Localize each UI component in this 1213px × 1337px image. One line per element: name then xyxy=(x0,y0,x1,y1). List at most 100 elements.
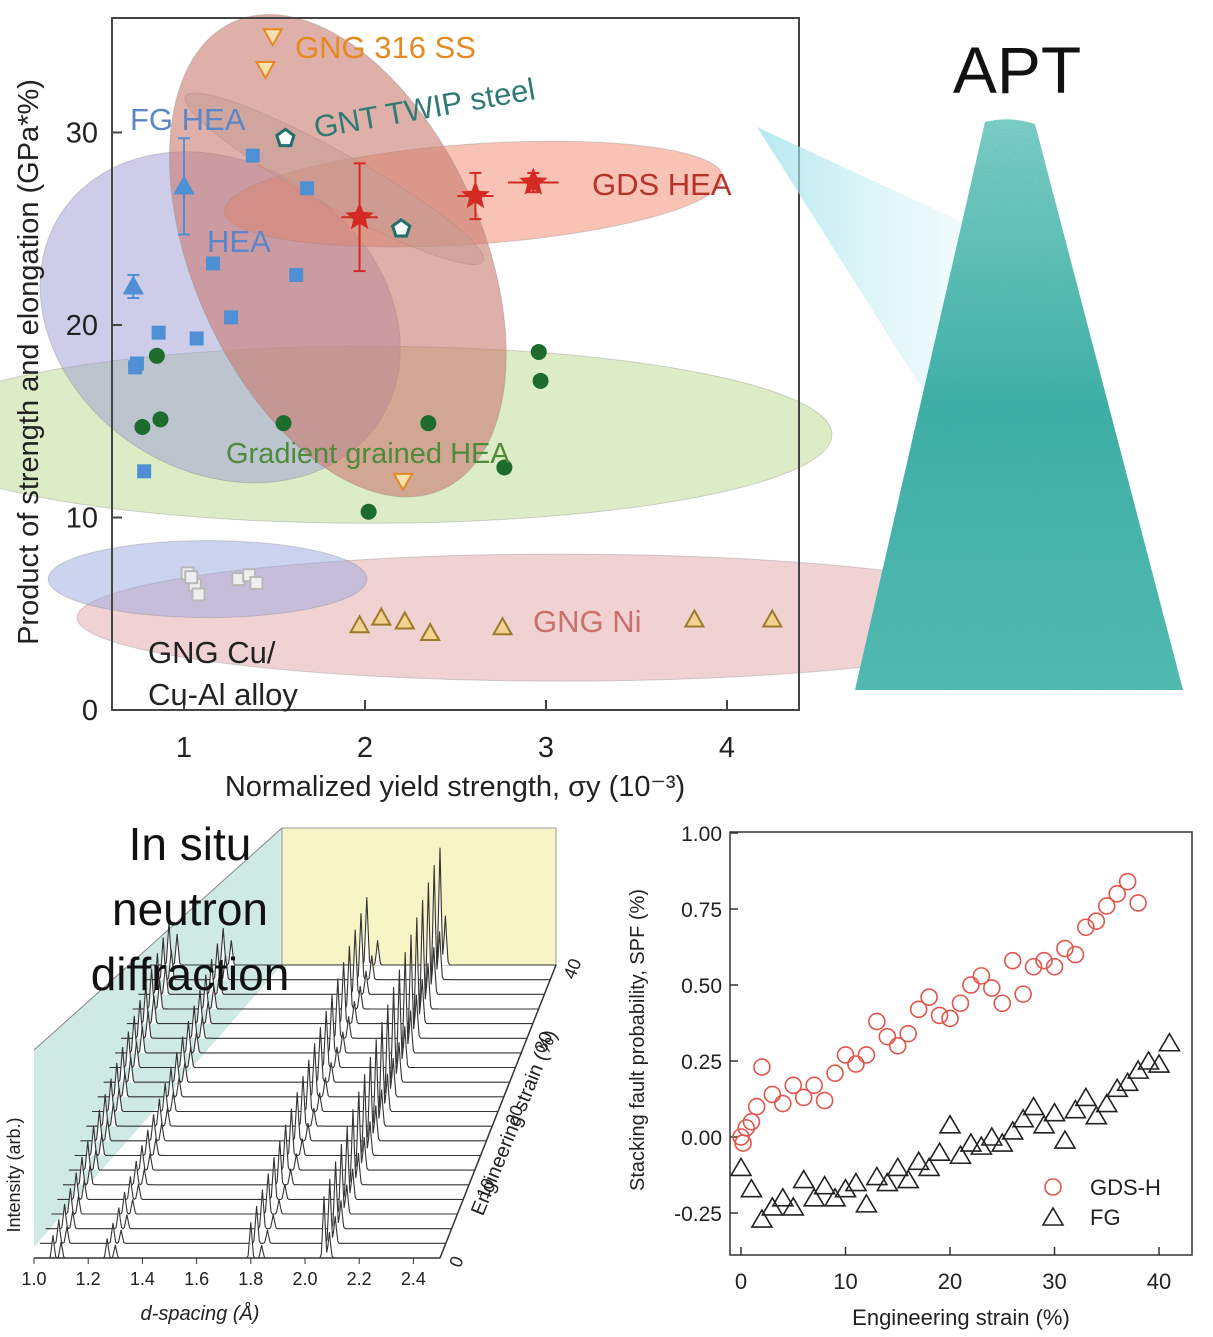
point-gradient-grained-hea xyxy=(152,411,169,428)
point-gds-h xyxy=(784,1076,803,1095)
legend-gds-h-marker xyxy=(1044,1178,1062,1196)
point-gds-h xyxy=(857,1046,876,1064)
label-gradient-grained-hea: Gradient grained HEA xyxy=(226,438,510,470)
point-gradient-grained-hea xyxy=(148,347,165,364)
chart1-xtick-label: 2 xyxy=(357,732,373,764)
apt-panel: APT xyxy=(757,33,1183,690)
point-gds-hea xyxy=(519,167,548,195)
neutron-label: In situ neutron diffraction xyxy=(91,818,290,1000)
point-fg xyxy=(875,1172,899,1192)
chart1-points xyxy=(122,28,783,641)
chart2-xtick-label: 1.8 xyxy=(238,1269,263,1289)
label-fg-hea: FG HEA xyxy=(130,102,246,137)
chart2-xtick-label: 1.6 xyxy=(184,1269,209,1289)
point-fg xyxy=(750,1208,774,1228)
point-gds-h xyxy=(930,1006,949,1025)
point-fg xyxy=(740,1178,763,1198)
point-hea xyxy=(300,181,315,196)
point-gds-h xyxy=(847,1055,865,1073)
apt-specimen-texture xyxy=(855,119,1183,690)
point-gds-h xyxy=(836,1046,855,1064)
point-fg xyxy=(1095,1092,1119,1113)
point-gds-h xyxy=(1129,894,1147,912)
point-gds-h xyxy=(742,1113,761,1131)
point-fg xyxy=(917,1156,941,1177)
chart2-zlabel: Engineering strain (%) xyxy=(467,1027,562,1219)
point-fg xyxy=(949,1144,972,1165)
point-fg xyxy=(1064,1099,1087,1119)
waterfall-trace xyxy=(45,1161,453,1230)
point-gds-hea xyxy=(345,202,374,230)
point-gng-ni xyxy=(348,614,371,634)
point-gds-h xyxy=(972,967,991,985)
chart3-ylabel: Stacking fault probability, SPF (%) xyxy=(627,889,649,1191)
chart3-ytick-label: 0.75 xyxy=(681,899,722,922)
point-gng-316-ss xyxy=(392,472,414,492)
chart2-xtick-label: 1.2 xyxy=(76,1269,101,1289)
point-gnt-twip-steel xyxy=(275,127,296,148)
point-gnt-twip-steel xyxy=(390,217,412,238)
chart1-regions xyxy=(0,14,1045,682)
point-fg xyxy=(938,1114,962,1134)
waterfall-back-wall xyxy=(281,827,557,966)
chart3-xlabel: Engineering strain (%) xyxy=(852,1305,1070,1330)
point-fg xyxy=(1011,1108,1035,1128)
point-fg-hea xyxy=(173,175,195,195)
point-gng-316-ss xyxy=(261,28,284,48)
point-gradient-grained-hea xyxy=(532,372,549,389)
point-fg xyxy=(1137,1050,1160,1070)
point-hea xyxy=(289,267,304,282)
point-fg xyxy=(980,1126,1004,1146)
waterfall-left-wall xyxy=(34,828,282,1247)
point-fg xyxy=(844,1172,868,1192)
label-gng-316ss: GNG 316 SS xyxy=(295,30,476,65)
point-fg xyxy=(896,1168,920,1189)
chart2-xlabel: d-spacing (Å) xyxy=(141,1302,260,1325)
chart1-xtick-label: 3 xyxy=(538,732,554,764)
point-fg xyxy=(802,1187,826,1207)
chart1-ytick-label: 0 xyxy=(82,695,98,727)
point-fg xyxy=(1158,1032,1181,1052)
point-fg xyxy=(865,1165,889,1186)
chart3-xtick-label: 0 xyxy=(735,1269,747,1294)
label-gng-cu-line2: Cu-Al alloy xyxy=(148,677,298,712)
point-gds-h xyxy=(982,979,1001,997)
chart1-xlabel: Normalized yield strength, σy (10⁻³) xyxy=(225,771,685,803)
chart3-ytick-label: 0.25 xyxy=(681,1051,722,1074)
point-fg xyxy=(1053,1129,1077,1149)
chart1-xtick-label: 1 xyxy=(176,732,192,764)
point-gds-h xyxy=(1056,939,1074,958)
point-gds-h xyxy=(1097,897,1116,915)
point-gds-h xyxy=(1014,985,1032,1003)
point-gradient-grained-hea xyxy=(360,503,377,520)
chart3-xtick-label: 20 xyxy=(938,1269,962,1294)
point-gradient-grained-hea xyxy=(530,343,547,360)
chart3-xtick-label: 40 xyxy=(1147,1269,1171,1294)
point-gds-h xyxy=(734,1134,752,1152)
point-gng-ni xyxy=(370,606,392,626)
point-fg xyxy=(771,1187,795,1207)
chart-stacking-fault: 0 10 20 30 40 -0.25 0.00 0.25 0.50 0.75 1.00 GDS-H… xyxy=(627,823,1193,1330)
point-gng-ni xyxy=(491,616,514,636)
legend-fg-label: FG xyxy=(1090,1205,1121,1230)
point-fg xyxy=(959,1132,983,1152)
point-gds-h xyxy=(753,1058,771,1076)
point-fg xyxy=(990,1132,1014,1152)
chart2-xtick-label: 2.0 xyxy=(292,1269,317,1289)
neutron-label-line3: diffraction xyxy=(91,948,290,1000)
point-fg xyxy=(813,1175,836,1195)
point-gds-h xyxy=(909,1000,928,1019)
point-fg xyxy=(1116,1071,1140,1092)
point-gds-h xyxy=(962,976,980,994)
chart2-xtick-label: 2.4 xyxy=(401,1269,426,1289)
point-gds-h xyxy=(1077,918,1095,937)
chart1-ytick-label: 30 xyxy=(66,118,98,150)
point-hea xyxy=(205,256,220,271)
point-fg xyxy=(928,1141,951,1161)
point-fg xyxy=(1022,1096,1045,1116)
legend-fg-marker xyxy=(1041,1206,1065,1226)
point-fg-hea xyxy=(122,275,145,295)
point-gds-h xyxy=(826,1064,844,1082)
point-gng-cu-cu-al-alloy xyxy=(249,575,264,590)
